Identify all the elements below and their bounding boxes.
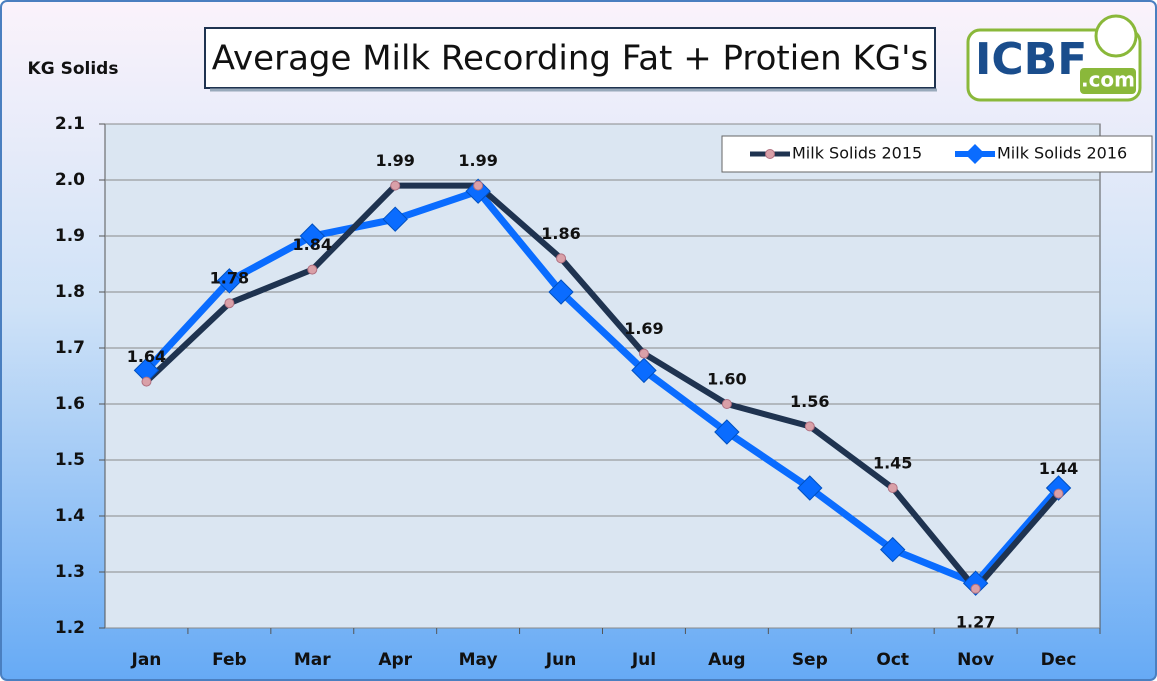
logo-suffix: .com (1081, 68, 1135, 92)
data-label: 1.78 (210, 269, 249, 288)
data-label: 1.84 (293, 235, 332, 254)
point (473, 180, 484, 191)
point (390, 180, 401, 191)
point (797, 475, 823, 501)
point (141, 376, 152, 387)
point (638, 348, 649, 359)
point (804, 421, 815, 432)
point (1045, 475, 1072, 501)
y-tick-label: 1.2 (55, 618, 85, 638)
grid: 1.2 1.3 1.4 1.5 1.6 1.7 1.8 1.9 2.0 2.1 Jan Feb Mar A… (55, 114, 1101, 670)
x-tick-label: Dec (1041, 650, 1077, 670)
x-tick-label: Jan (131, 650, 162, 670)
x-tick-label: Jun (545, 650, 577, 670)
point (556, 253, 567, 264)
point (224, 298, 235, 309)
point (880, 536, 906, 563)
title-box (204, 27, 936, 89)
y-tick-label: 1.6 (55, 394, 85, 414)
logo-badge (1094, 14, 1138, 58)
data-label: 1.56 (790, 392, 829, 411)
legend-label: Milk Solids 2016 (997, 144, 1127, 163)
plot-area (104, 123, 1101, 629)
logo-suffix-box (1080, 68, 1136, 94)
data-label: 1.99 (458, 151, 497, 170)
y-tick-label: 1.5 (55, 450, 85, 470)
x-tick-label: Sep (792, 650, 828, 670)
x-tick-label: Mar (294, 650, 331, 670)
x-tick-label: Jul (631, 650, 656, 670)
y-tick-label: 2.1 (55, 114, 85, 134)
y-tick-label: 1.7 (55, 338, 85, 358)
data-label: 1.44 (1039, 459, 1078, 478)
legend-label: Milk Solids 2015 (792, 144, 922, 163)
y-tick-label: 1.3 (55, 562, 85, 582)
legend-marker (965, 144, 985, 164)
y-tick-label: 1.8 (55, 282, 85, 302)
point (631, 357, 657, 384)
chart-title: Average Milk Recording Fat + Protien KG'… (212, 39, 928, 79)
point (299, 223, 325, 249)
logo-text: ICBF (975, 34, 1087, 85)
point (465, 178, 491, 204)
point (714, 419, 740, 445)
y-tick-label: 1.4 (55, 506, 85, 526)
series-line (144, 182, 1061, 592)
y-tick-label: 1.9 (55, 226, 85, 246)
point (1053, 488, 1064, 499)
data-label: 1.99 (375, 151, 414, 170)
x-tick-label: May (459, 650, 498, 670)
point (216, 268, 243, 294)
point (970, 583, 981, 594)
series-line (143, 187, 1062, 587)
y-tick-label: 2.0 (55, 170, 85, 190)
marks: 1.64 1.78 1.84 1.99 1.99 1.86 1.69 1.60 1.56 1.45… (127, 151, 1079, 631)
y-axis-label: KG Solids (28, 59, 119, 79)
x-tick-label: Nov (957, 650, 994, 670)
logo: ICBF .com (966, 14, 1142, 102)
point (548, 279, 574, 305)
legend-marker (765, 149, 775, 159)
x-tick-label: Oct (876, 650, 909, 670)
point (962, 570, 989, 596)
data-label: 1.27 (956, 612, 995, 631)
x-tick-label: Feb (212, 650, 247, 670)
legend: Milk Solids 2015 Milk Solids 2016 (721, 135, 1153, 173)
legend-box (721, 135, 1153, 173)
point (721, 399, 732, 409)
data-label: 1.86 (541, 224, 580, 243)
x-tick-label: Apr (378, 650, 412, 670)
point (887, 483, 898, 493)
data-label: 1.45 (873, 454, 912, 473)
point (307, 264, 318, 275)
point (382, 206, 408, 232)
x-tick-label: Aug (708, 650, 745, 670)
data-label: 1.60 (707, 370, 746, 389)
data-label: 1.64 (127, 347, 166, 366)
data-label: 1.69 (624, 319, 663, 338)
